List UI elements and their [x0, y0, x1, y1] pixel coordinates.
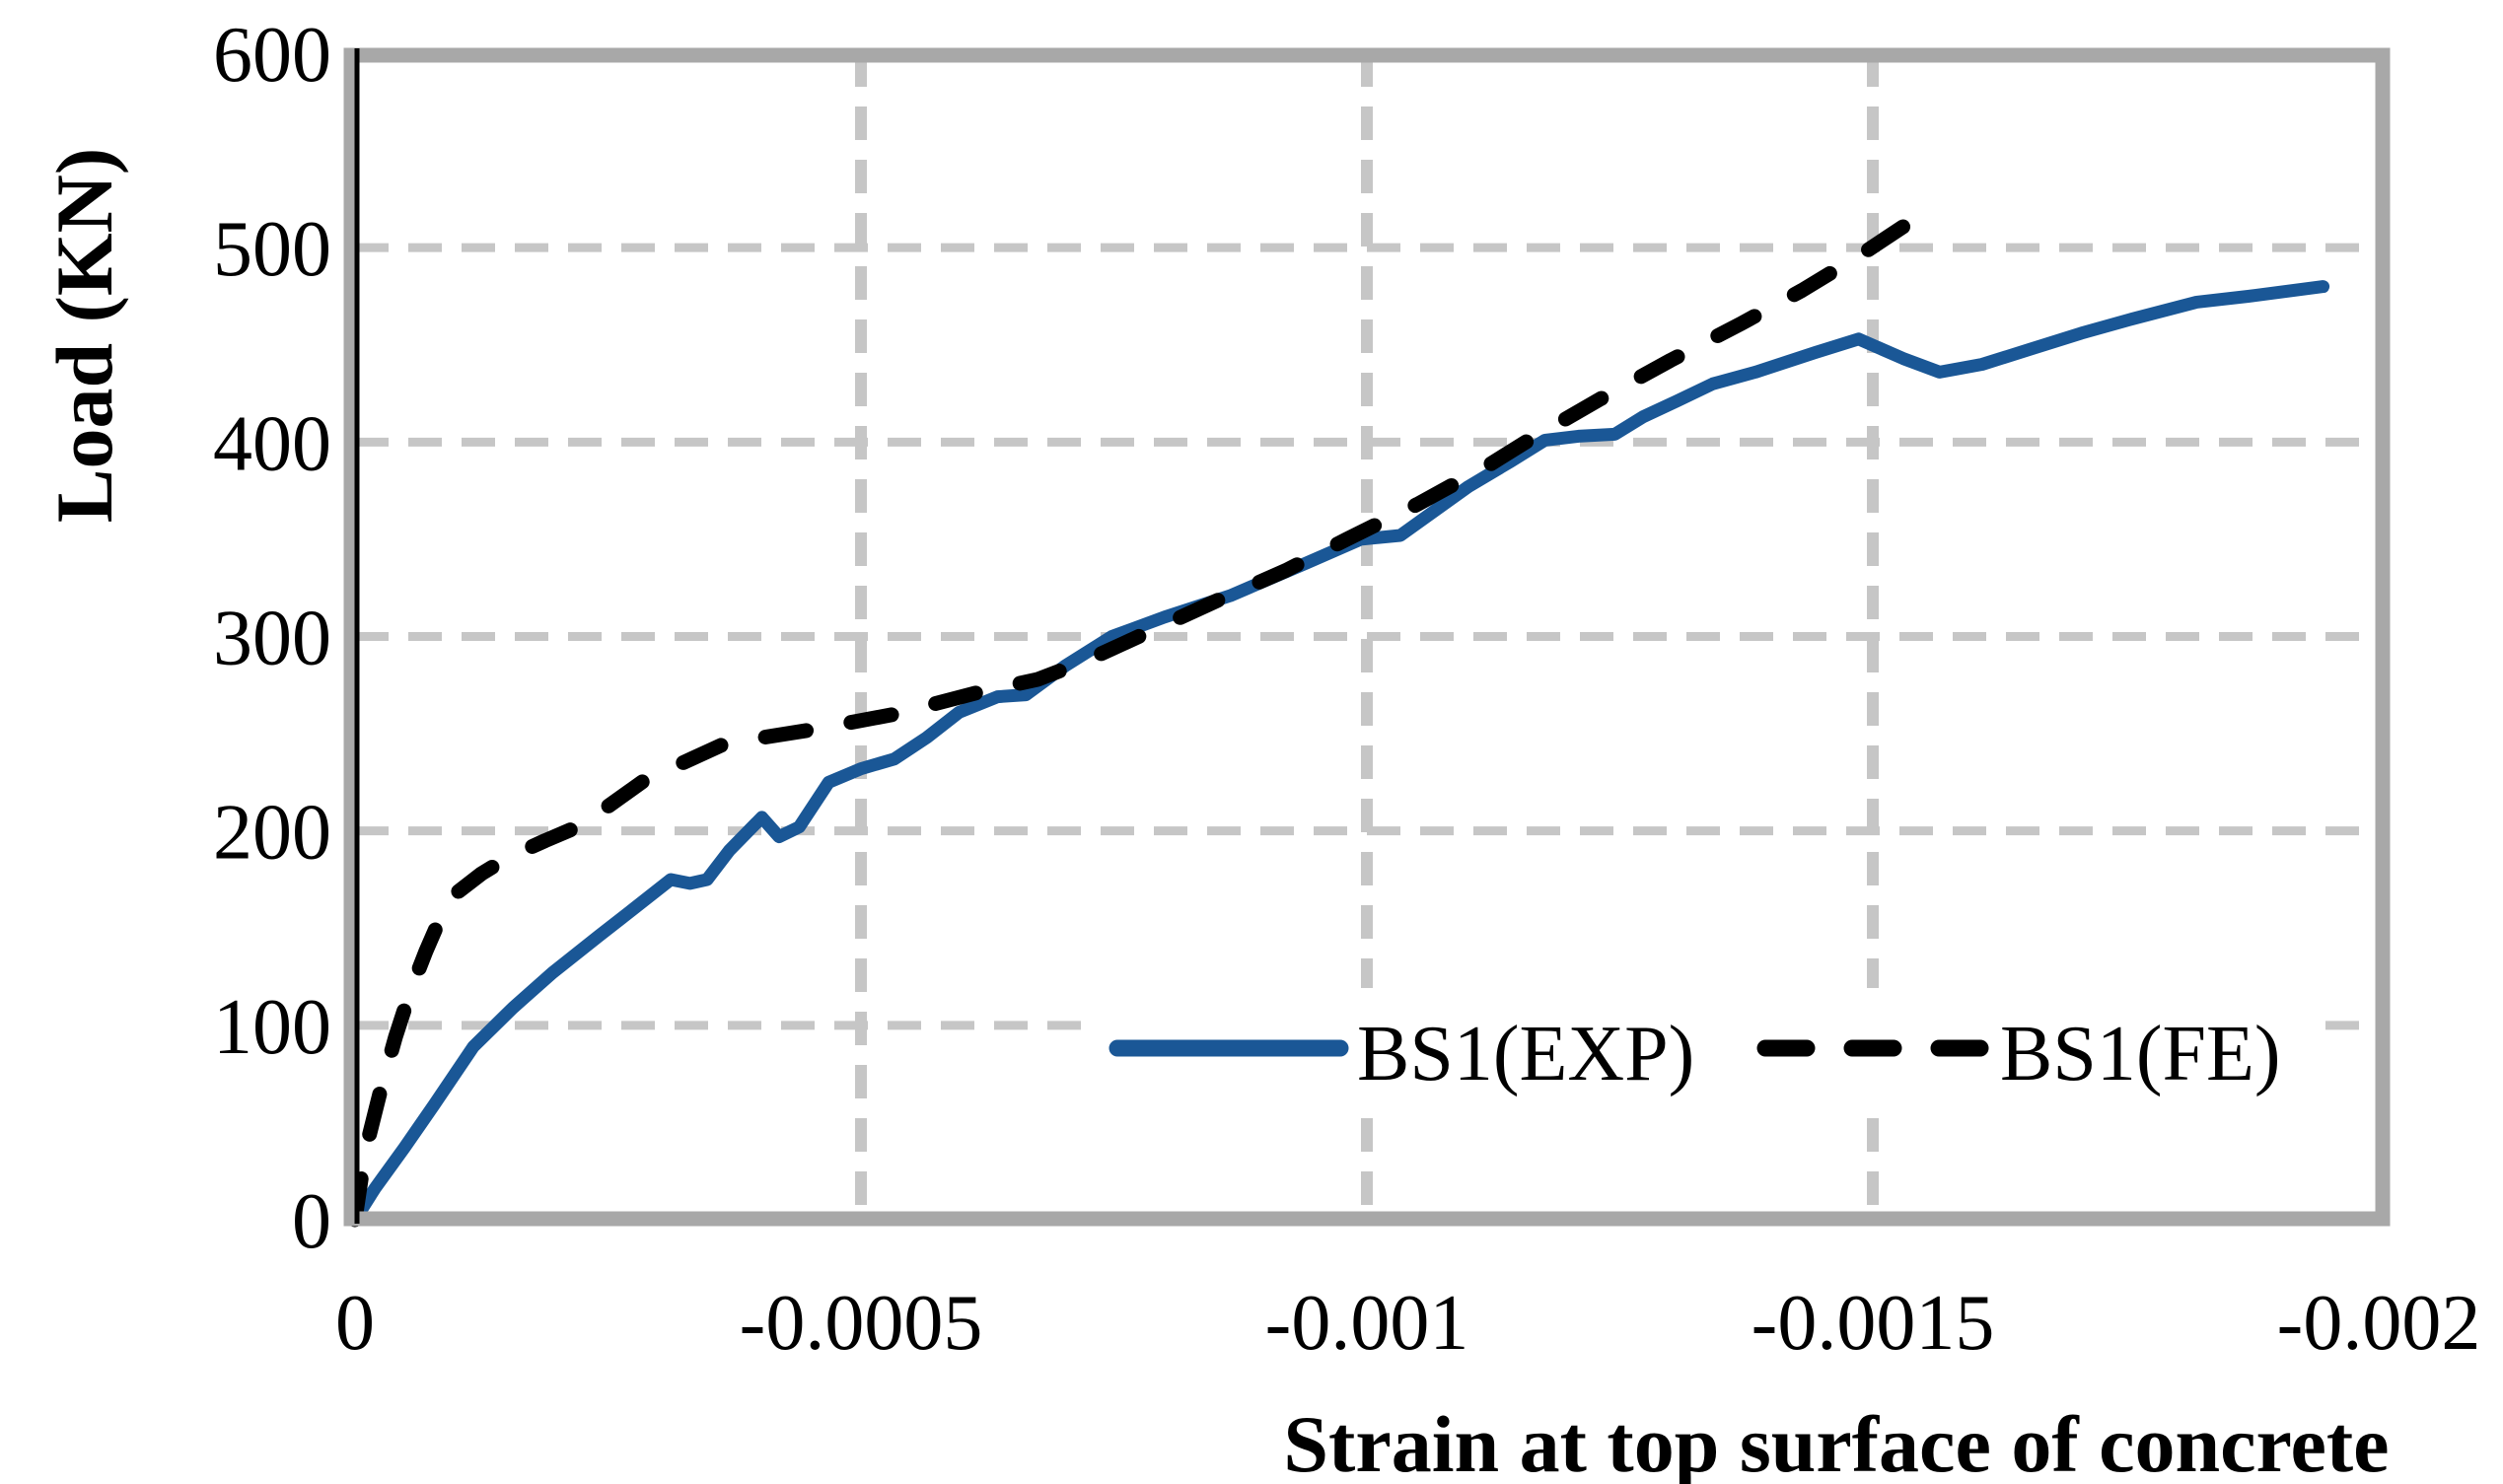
y-tick-label: 300 — [213, 596, 331, 682]
y-tick-label: 200 — [213, 790, 331, 877]
x-tick-label: -0.0015 — [1752, 1280, 1995, 1367]
plot-border — [343, 47, 2391, 1227]
x-axis-title: Strain at top surface of concrete — [1283, 1399, 2390, 1484]
x-tick-label: -0.001 — [1265, 1280, 1469, 1367]
x-tick-label: -0.0005 — [740, 1280, 983, 1367]
y-tick-label: 600 — [213, 12, 331, 99]
x-tick-label: -0.002 — [2277, 1280, 2481, 1367]
data-series — [347, 209, 2330, 1228]
y-axis-title: Load (KN) — [39, 147, 129, 524]
plot-frame — [343, 47, 2391, 1227]
series-line-bs1-fe- — [347, 209, 1926, 1228]
x-tick-label: 0 — [335, 1280, 375, 1367]
tick-labels: 0 100 200 300 400 500 600 0 -0.0005 -0.001 -0.0015… — [213, 12, 2480, 1367]
legend-label-fe: BS1(FE) — [2000, 1011, 2281, 1097]
legend-label-exp: BS1(EXP) — [1357, 1011, 1695, 1097]
y-tick-label: 500 — [213, 206, 331, 293]
y-tick-label: 400 — [213, 400, 331, 487]
y-tick-label: 100 — [213, 984, 331, 1071]
y-tick-label: 0 — [292, 1178, 331, 1265]
series-line-bs1-exp- — [348, 280, 2330, 1227]
